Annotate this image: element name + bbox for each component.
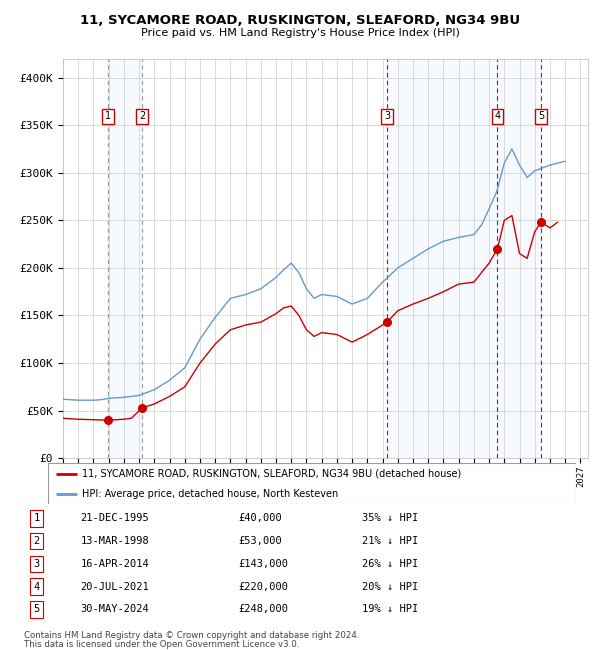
Text: 19% ↓ HPI: 19% ↓ HPI — [362, 604, 419, 614]
Text: 4: 4 — [33, 582, 40, 592]
Text: £248,000: £248,000 — [238, 604, 289, 614]
Text: £143,000: £143,000 — [238, 559, 289, 569]
Text: £53,000: £53,000 — [238, 536, 282, 546]
Bar — [387, 58, 497, 458]
Text: 21% ↓ HPI: 21% ↓ HPI — [362, 536, 419, 546]
Text: 2: 2 — [139, 111, 145, 122]
Text: HPI: Average price, detached house, North Kesteven: HPI: Average price, detached house, Nort… — [82, 489, 338, 499]
Text: £40,000: £40,000 — [238, 514, 282, 523]
Text: 20% ↓ HPI: 20% ↓ HPI — [362, 582, 419, 592]
Text: 4: 4 — [494, 111, 500, 122]
Text: £220,000: £220,000 — [238, 582, 289, 592]
Text: 1: 1 — [33, 514, 40, 523]
Text: 11, SYCAMORE ROAD, RUSKINGTON, SLEAFORD, NG34 9BU (detached house): 11, SYCAMORE ROAD, RUSKINGTON, SLEAFORD,… — [82, 469, 461, 478]
Text: 1: 1 — [105, 111, 111, 122]
Text: 11, SYCAMORE ROAD, RUSKINGTON, SLEAFORD, NG34 9BU: 11, SYCAMORE ROAD, RUSKINGTON, SLEAFORD,… — [80, 14, 520, 27]
Text: 21-DEC-1995: 21-DEC-1995 — [80, 514, 149, 523]
Text: 13-MAR-1998: 13-MAR-1998 — [80, 536, 149, 546]
Text: 2: 2 — [33, 536, 40, 546]
Text: 30-MAY-2024: 30-MAY-2024 — [80, 604, 149, 614]
Bar — [108, 58, 142, 458]
Text: Price paid vs. HM Land Registry's House Price Index (HPI): Price paid vs. HM Land Registry's House … — [140, 28, 460, 38]
Text: 20-JUL-2021: 20-JUL-2021 — [80, 582, 149, 592]
Text: 35% ↓ HPI: 35% ↓ HPI — [362, 514, 419, 523]
Text: This data is licensed under the Open Government Licence v3.0.: This data is licensed under the Open Gov… — [24, 640, 299, 649]
Bar — [497, 58, 541, 458]
Text: 3: 3 — [33, 559, 40, 569]
Text: 16-APR-2014: 16-APR-2014 — [80, 559, 149, 569]
Text: 5: 5 — [33, 604, 40, 614]
Text: 26% ↓ HPI: 26% ↓ HPI — [362, 559, 419, 569]
Text: 5: 5 — [538, 111, 544, 122]
Text: Contains HM Land Registry data © Crown copyright and database right 2024.: Contains HM Land Registry data © Crown c… — [24, 631, 359, 640]
Text: 3: 3 — [384, 111, 390, 122]
